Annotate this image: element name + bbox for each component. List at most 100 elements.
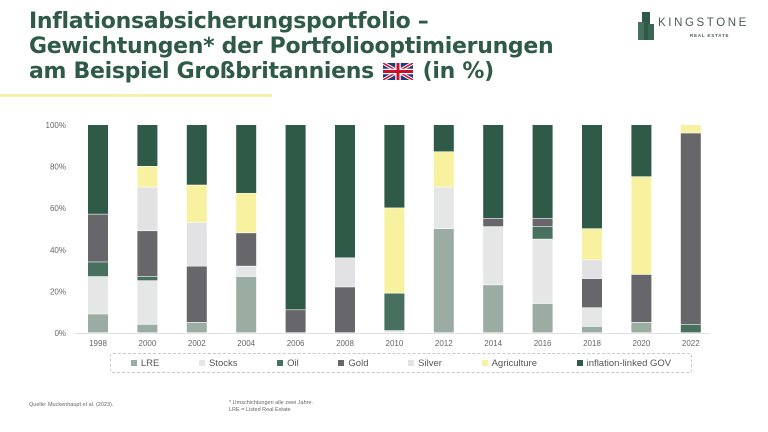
bar-segment-gold [532,218,553,227]
bar-segment-stocks [384,330,405,333]
bar-stack-2016 [532,125,553,333]
bar-segment-inflation-linked-gov [88,125,108,214]
legend-label: Oil [287,357,299,369]
title-underline [0,94,272,97]
x-tick-label: 2008 [336,339,354,348]
bar-segment-lre [582,326,602,333]
footnote: * Umschichtungen alle zwei Jahre. LRE = … [229,400,313,414]
bar-segment-inflation-linked-gov [433,125,454,152]
bar-segment-inflation-linked-gov [582,125,602,229]
page-title: Inflationsabsicherungsportfolio – Gewich… [29,9,554,84]
bar-segment-agriculture [137,166,158,187]
x-tick-label: 2002 [188,339,206,348]
bar-segment-stocks [483,226,504,285]
x-axis: 1998 2000 2002 2004 2006 2008 2010 2012 2014 2016… [89,339,700,348]
bar-segment-inflation-linked-gov [483,125,504,218]
bar-segment-oil [384,293,405,331]
legend-swatch [408,360,415,366]
bar-segment-lre [137,324,158,333]
bars [88,125,701,333]
bar-stack-2014 [483,125,504,333]
bar-stack-2004 [236,125,257,333]
bar-segment-oil [88,262,108,277]
bar-stack-2008 [335,125,355,333]
bar-segment-agriculture [433,152,454,187]
x-tick-label: 2022 [682,339,700,348]
x-tick-label: 2014 [484,339,502,348]
x-tick-label: 2018 [583,339,601,348]
bar-segment-inflation-linked-gov [532,125,553,218]
bar-segment-agriculture [186,185,207,223]
bar-segment-gold [680,133,701,325]
legend-item-agriculture: Agriculture [481,358,537,369]
bar-segment-lre [88,314,108,333]
bar-segment-lre [433,229,454,333]
bar-segment-agriculture [680,125,701,133]
bar-stack-2020 [631,125,652,333]
x-tick-label: 2012 [435,339,453,348]
title-line-3: am Beispiel Großbritanniens (in %) [29,59,553,84]
bar-segment-silver [582,260,602,279]
logo-name: KINGSTONE [658,17,749,29]
bar-stack-2022 [680,125,701,333]
bar-segment-gold [631,274,652,322]
y-tick-label: 100% [46,121,66,130]
legend-swatch [277,360,284,366]
legend-swatch [338,360,345,366]
bar-segment-lre [532,303,553,333]
bar-segment-inflation-linked-gov [631,125,652,177]
bar-segment-silver [186,222,207,266]
legend-label: Stocks [208,357,238,369]
x-tick-label: 2004 [237,339,255,348]
bar-stack-2000 [137,125,158,333]
footnote-line-1: * Umschichtungen alle zwei Jahre. [229,400,314,406]
x-tick-label: 2016 [534,339,552,348]
bar-segment-silver [335,258,355,287]
bar-segment-stocks [582,308,602,327]
bar-segment-agriculture [631,177,652,275]
legend-item-oil: Oil [277,358,299,369]
bar-segment-oil [680,324,701,333]
y-tick-label: 20% [50,287,66,296]
bar-segment-stocks [433,187,454,229]
legend-swatch [481,360,488,366]
bar-segment-stocks [236,266,257,277]
y-tick-label: 80% [50,163,66,172]
bar-segment-lre [483,285,504,333]
bar-segment-silver [137,187,158,231]
bar-segment-inflation-linked-gov [186,125,207,185]
x-tick-label: 2020 [633,339,651,348]
bar-segment-oil [137,276,158,281]
legend-label: Silver [418,357,442,369]
title-line-1: Inflationsabsicherungsportfolio – [29,9,429,34]
bar-segment-gold [335,287,355,333]
bar-segment-inflation-linked-gov [285,125,306,310]
y-tick-label: 60% [50,204,66,213]
legend-label: inflation-linked GOV [586,357,672,369]
bar-segment-inflation-linked-gov [236,125,257,194]
bar-segment-gold [236,233,257,266]
y-tick-label: 0% [54,329,66,338]
bar-segment-gold [483,218,504,227]
bar-stack-2018 [582,125,602,333]
bar-stack-2012 [433,125,454,333]
bar-segment-gold [582,278,602,308]
bar-segment-agriculture [384,208,405,293]
title-suffix: (in %) [422,59,495,84]
bar-segment-lre [236,276,257,333]
bar-stack-2002 [186,125,207,333]
bar-stack-2006 [285,125,306,333]
title-line-2: Gewichtungen* der Portfoliooptimierungen [29,34,554,59]
bar-segment-inflation-linked-gov [335,125,355,258]
bar-segment-gold [285,310,306,333]
legend-item-gold: Gold [338,357,369,369]
legend-label: LRE [140,357,160,369]
bar-segment-gold [88,214,108,262]
bar-segment-agriculture [236,193,257,233]
bar-segment-oil [532,226,553,239]
legend-swatch [576,360,583,366]
legend-item-inflation-linked-gov: inflation-linked GOV [576,357,672,369]
legend-label: Gold [348,357,369,369]
source-note: Quelle: Muckenhaupt et al. (2023). [29,402,114,408]
legend-item-stocks: Stocks [198,357,238,369]
